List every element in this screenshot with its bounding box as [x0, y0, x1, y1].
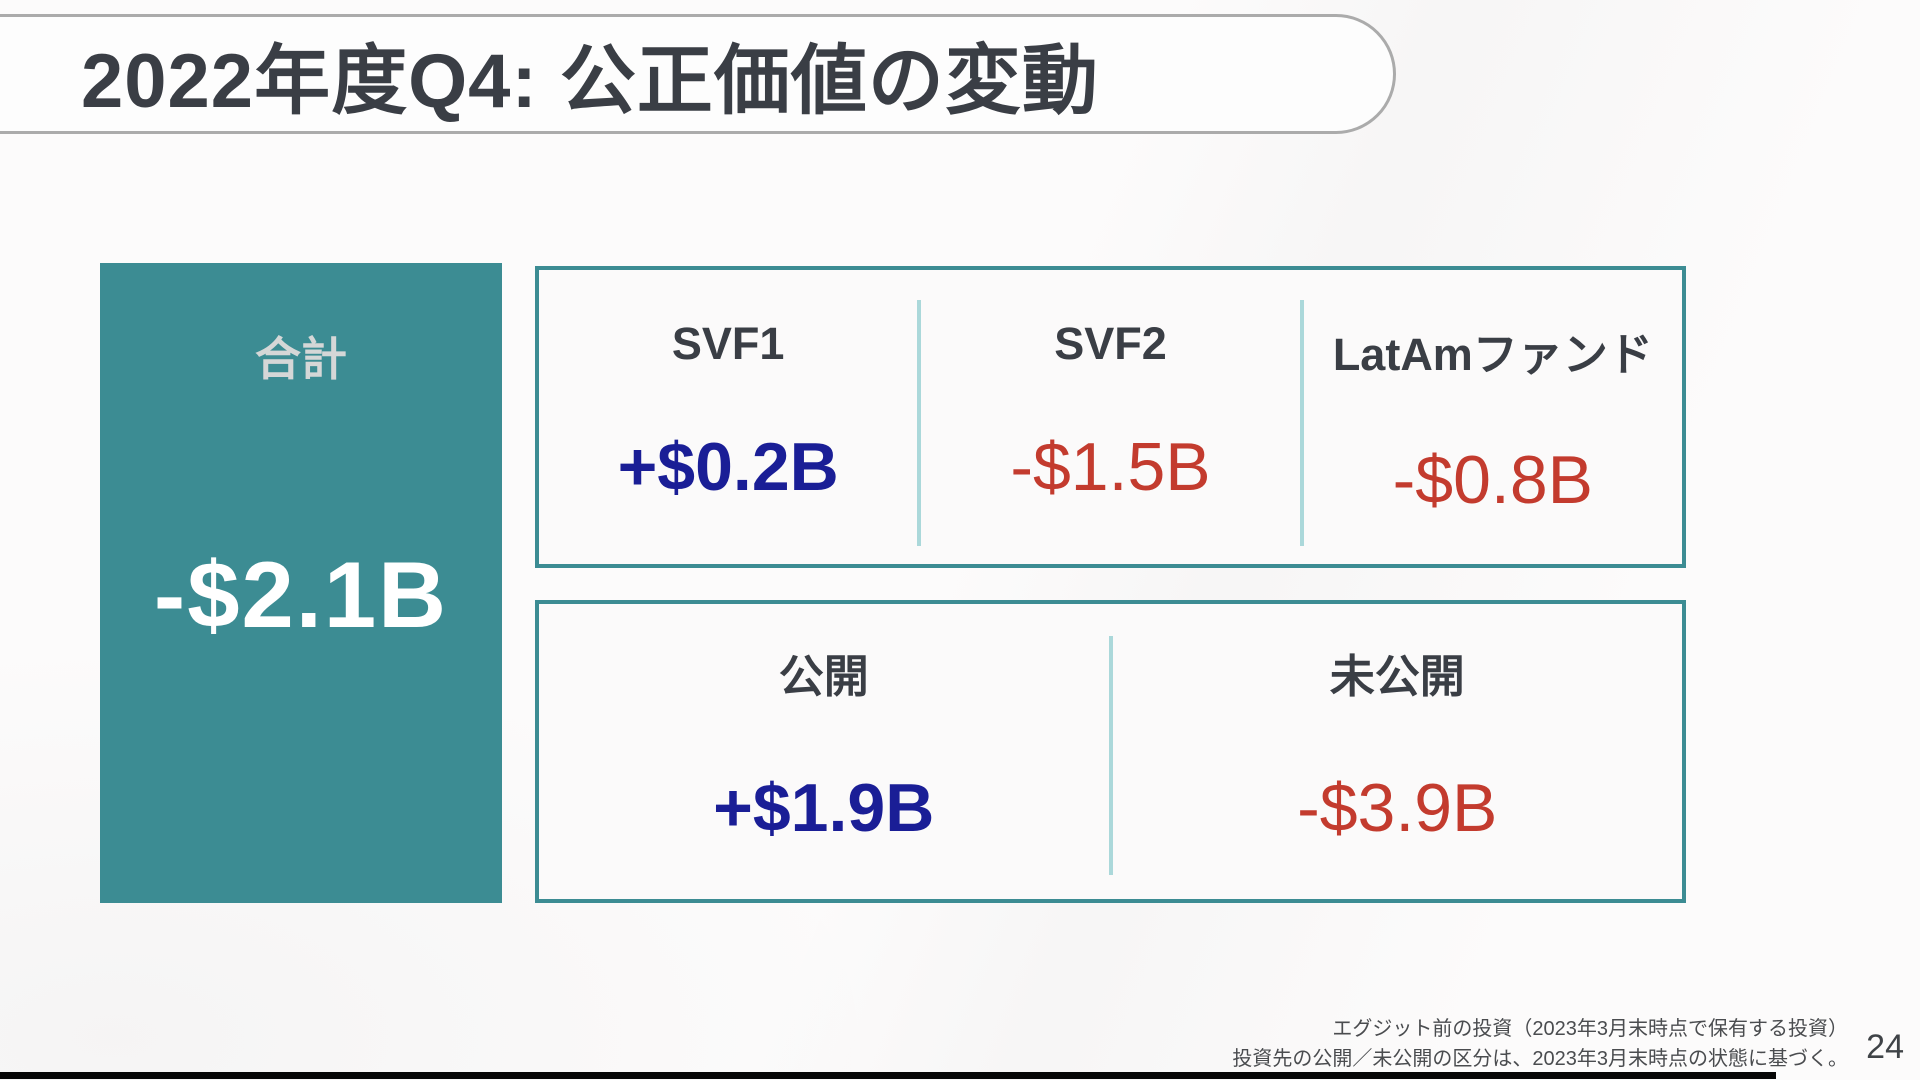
fund-svf1-value: +$0.2B: [617, 429, 839, 505]
column-divider: [1299, 300, 1304, 546]
title-banner: 2022年度Q4: 公正価値の変動: [0, 14, 1396, 134]
page-title: 2022年度Q4: 公正価値の変動: [81, 39, 1099, 124]
bottom-bar: [0, 1072, 1776, 1079]
public-value: +$1.9B: [713, 770, 935, 846]
footnote-line1: エグジット前の投資（2023年3月末時点で保有する投資）: [1332, 1018, 1848, 1040]
fund-latam-label: LatAmファンド: [1332, 329, 1653, 380]
public-label: 公開: [778, 651, 869, 702]
visibility-column-private: 未公開 -$3.9B: [1113, 604, 1683, 899]
column-divider: [917, 300, 922, 546]
total-value: -$2.1B: [153, 542, 449, 647]
funds-panel: SVF1 +$0.2B SVF2 -$1.5B LatAmファンド -$0.8B: [535, 266, 1686, 568]
fund-column-latam: LatAmファンド -$0.8B: [1304, 270, 1682, 564]
private-label: 未公開: [1329, 651, 1465, 702]
footnote-line2: 投資先の公開／未公開の区分は、2023年3月末時点の状態に基づく。: [1232, 1048, 1848, 1070]
total-card: 合計 -$2.1B: [100, 263, 502, 903]
fund-latam-value: -$0.8B: [1392, 442, 1593, 518]
visibility-column-public: 公開 +$1.9B: [539, 604, 1109, 899]
fund-column-svf1: SVF1 +$0.2B: [539, 270, 917, 564]
private-value: -$3.9B: [1297, 770, 1498, 846]
fund-svf1-label: SVF1: [671, 318, 785, 369]
visibility-panel: 公開 +$1.9B 未公開 -$3.9B: [535, 600, 1686, 903]
fund-column-svf2: SVF2 -$1.5B: [921, 270, 1299, 564]
column-divider: [1108, 636, 1113, 875]
footnote: エグジット前の投資（2023年3月末時点で保有する投資） 投資先の公開／未公開の…: [1232, 1014, 1848, 1074]
fund-svf2-value: -$1.5B: [1010, 429, 1211, 505]
total-label: 合計: [255, 333, 347, 385]
fund-svf2-label: SVF2: [1054, 318, 1167, 369]
page-number: 24: [1866, 1028, 1904, 1066]
